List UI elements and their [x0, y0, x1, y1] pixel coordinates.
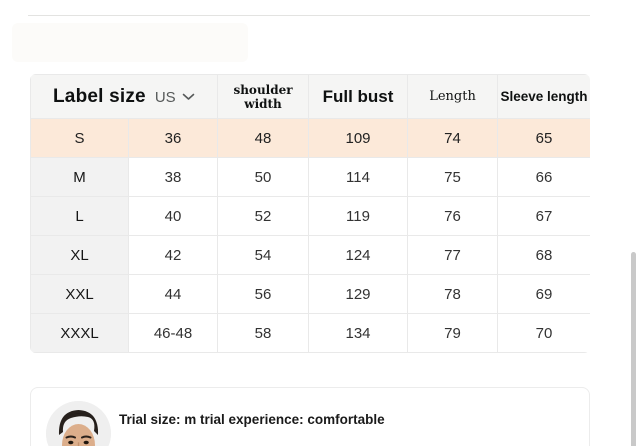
us-size-cell: 38	[127, 157, 219, 197]
size-label-cell: L	[30, 196, 129, 236]
shoulder-width-cell: 54	[217, 235, 310, 275]
sleeve-length-cell: 66	[497, 157, 590, 197]
full-bust-cell: 114	[308, 157, 409, 197]
placeholder-box	[12, 23, 248, 62]
size-label-cell: XXL	[30, 274, 129, 314]
column-header-sleeve-length: Sleeve length	[497, 74, 590, 119]
reviewer-avatar	[46, 401, 111, 446]
sleeve-length-cell: 68	[497, 235, 590, 275]
sleeve-length-cell: 70	[497, 313, 590, 353]
vertical-scrollbar-thumb[interactable]	[631, 252, 636, 446]
trial-review-text: Trial size: m trial experience: comforta…	[119, 412, 385, 427]
shoulder-width-cell: 58	[217, 313, 310, 353]
size-chart-table: Label size US shoulder width Full bust Le…	[30, 74, 590, 353]
label-size-header-cell: Label size US	[30, 74, 219, 119]
full-bust-cell: 124	[308, 235, 409, 275]
length-cell: 76	[407, 196, 499, 236]
sleeve-length-cell: 67	[497, 196, 590, 236]
top-divider	[28, 15, 590, 16]
column-header-length: Length	[407, 74, 499, 119]
column-header-shoulder-width: shoulder width	[217, 74, 310, 119]
trial-review-item[interactable]: Trial size: m trial experience: comforta…	[30, 387, 590, 446]
length-cell: 75	[407, 157, 499, 197]
us-size-cell: 46-48	[127, 313, 219, 353]
column-header-full-bust: Full bust	[308, 74, 409, 119]
full-bust-cell: 119	[308, 196, 409, 236]
size-table: Label size US shoulder width Full bust Le…	[30, 74, 590, 353]
us-size-cell: 42	[127, 235, 219, 275]
sleeve-length-cell: 65	[497, 118, 590, 158]
unit-selector[interactable]: US	[155, 89, 195, 106]
shoulder-width-cell: 50	[217, 157, 310, 197]
size-row-xl[interactable]: XL 42 54 124 77 68	[30, 235, 590, 275]
size-label-cell: XXXL	[30, 313, 129, 353]
reviewer-photo	[46, 401, 111, 446]
size-row-xxxl[interactable]: XXXL 46-48 58 134 79 70	[30, 313, 590, 353]
us-size-cell: 36	[127, 118, 219, 158]
length-cell: 74	[407, 118, 499, 158]
full-bust-cell: 134	[308, 313, 409, 353]
shoulder-width-cell: 52	[217, 196, 310, 236]
sleeve-length-cell: 69	[497, 274, 590, 314]
unit-value: US	[154, 88, 176, 106]
size-row-s[interactable]: S 36 48 109 74 65	[30, 118, 590, 158]
us-size-cell: 44	[127, 274, 219, 314]
length-cell: 79	[407, 313, 499, 353]
size-row-l[interactable]: L 40 52 119 76 67	[30, 196, 590, 236]
length-cell: 78	[407, 274, 499, 314]
size-row-xxl[interactable]: XXL 44 56 129 78 69	[30, 274, 590, 314]
shoulder-width-cell: 56	[217, 274, 310, 314]
chevron-down-icon	[182, 93, 194, 100]
full-bust-cell: 129	[308, 274, 409, 314]
shoulder-width-cell: 48	[217, 118, 310, 158]
size-label-cell: S	[30, 118, 129, 158]
table-header-row: Label size US shoulder width Full bust Le…	[30, 74, 590, 119]
size-label-cell: XL	[30, 235, 129, 275]
label-size-title: Label size	[53, 85, 146, 107]
length-cell: 77	[407, 235, 499, 275]
size-label-cell: M	[30, 157, 129, 197]
size-row-m[interactable]: M 38 50 114 75 66	[30, 157, 590, 197]
us-size-cell: 40	[127, 196, 219, 236]
full-bust-cell: 109	[308, 118, 409, 158]
